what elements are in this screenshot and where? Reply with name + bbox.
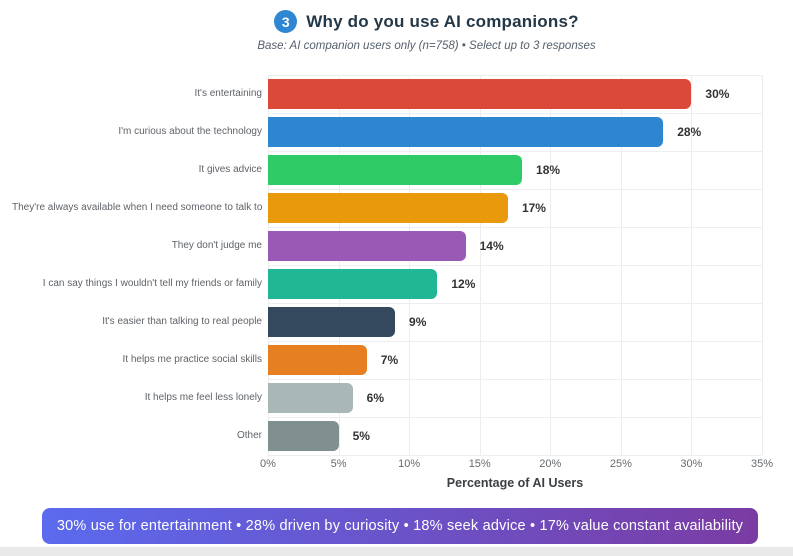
gridline-horizontal [268,455,762,456]
bar-1 [268,79,692,109]
plot-area: 30% 28% 18% 17% 14% 12% 9% 7% 6% 5% [268,75,763,456]
x-tick-label: 10% [398,458,421,470]
bottom-divider [0,547,793,556]
gridline-horizontal [268,417,762,418]
category-label: Other [236,430,262,441]
chart-title: Why do you use AI companions? [306,11,579,31]
bar-value-label: 17% [521,201,546,215]
gridline-horizontal [268,151,762,152]
bar-7 [268,307,396,337]
x-tick-label: 15% [468,458,491,470]
gridline-horizontal [268,227,762,228]
bar-value-label: 5% [352,429,370,443]
bar-value-label: 12% [451,277,476,291]
gridline-vertical [762,75,763,455]
bar-value-label: 7% [380,353,399,367]
x-tick-label: 25% [609,458,632,470]
gridline-horizontal [268,265,762,266]
bar-10 [268,421,339,451]
x-tick-label: 20% [539,458,562,470]
question-number-badge: 3 [274,10,298,33]
bar-value-label: 18% [536,163,561,177]
bar-8 [268,345,367,375]
bar-6 [268,269,438,299]
category-label: It's easier than talking to real people [102,316,262,327]
bar-value-label: 14% [479,239,504,253]
chart-header: 3 Why do you use AI companions? Base: AI… [0,10,793,52]
gridline-horizontal [268,303,762,304]
gridline-horizontal [268,189,762,190]
category-label: It helps me feel less lonely [144,392,262,403]
bar-3 [268,155,523,185]
x-tick-label: 35% [750,458,774,470]
category-label: I can say things I wouldn't tell my frie… [42,278,262,289]
gridline-horizontal [268,379,762,380]
x-tick-label: 30% [680,458,703,470]
bar-value-label: 9% [409,315,427,329]
summary-banner: 30% use for entertainment • 28% driven b… [42,508,758,544]
category-label: It gives advice [198,164,262,175]
category-label: It helps me practice social skills [122,354,263,365]
bar-2 [268,117,664,147]
bar-value-label: 28% [677,125,702,139]
summary-text: 30% use for entertainment • 28% driven b… [56,518,744,534]
x-axis-title: Percentage of AI Users [446,476,584,490]
category-label: It's entertaining [194,88,262,99]
bar-9 [268,383,353,413]
bar-value-label: 6% [366,391,385,405]
gridline-horizontal [268,341,762,342]
chart-subtitle: Base: AI companion users only (n=758) • … [257,40,596,52]
category-label: They're always available when I need som… [12,202,263,213]
gridline-horizontal [268,113,762,114]
bar-4 [268,193,508,223]
bar-5 [268,231,466,261]
gridline-horizontal [268,75,762,76]
bar-value-label: 30% [705,87,730,101]
category-label: I'm curious about the technology [118,126,262,137]
x-tick-label: 0% [260,458,276,470]
category-label: They don't judge me [171,240,262,251]
x-tick-label: 5% [330,458,347,470]
